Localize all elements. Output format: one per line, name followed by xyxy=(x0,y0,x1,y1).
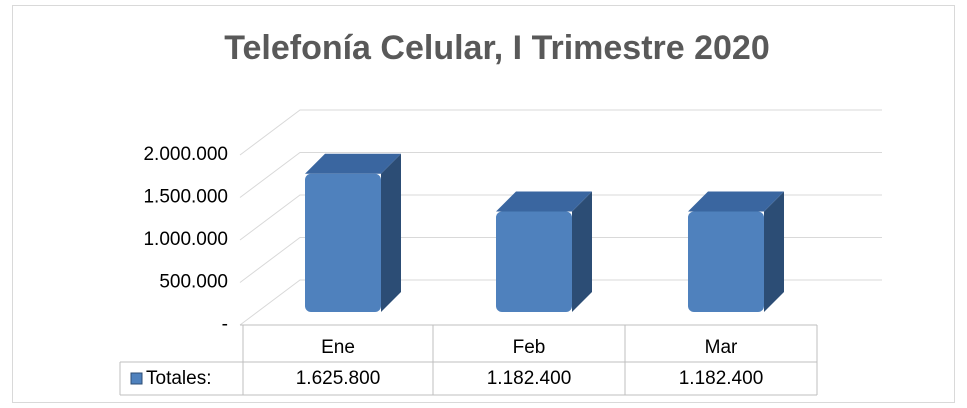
bar-side xyxy=(764,191,784,312)
y-tick-label: 2.000.000 xyxy=(143,144,228,165)
y-tick-label: 1.000.000 xyxy=(143,229,228,250)
grid-line xyxy=(239,109,882,156)
legend-label: Totales: xyxy=(146,368,211,389)
bar-side xyxy=(572,191,592,312)
bar-top xyxy=(688,191,784,212)
grid-line xyxy=(239,152,882,198)
y-tick-label: 500.000 xyxy=(159,272,228,293)
grid-line xyxy=(239,194,882,241)
x-tick-label: Mar xyxy=(705,337,738,358)
bar xyxy=(688,211,764,312)
bar-top xyxy=(496,191,592,212)
table-value: 1.625.800 xyxy=(296,368,381,389)
bar xyxy=(305,173,381,312)
bar-top xyxy=(305,153,401,174)
table-value: 1.182.400 xyxy=(679,368,764,389)
chart-title: Telefonía Celular, I Trimestre 2020 xyxy=(224,29,770,67)
y-tick-label: - xyxy=(222,314,228,335)
chart-frame xyxy=(12,5,955,403)
x-tick-label: Ene xyxy=(321,337,355,358)
bar-side xyxy=(381,153,401,312)
legend-key xyxy=(130,372,143,385)
x-tick-label: Feb xyxy=(513,337,546,358)
y-tick-label: 1.500.000 xyxy=(143,187,228,208)
table-value: 1.182.400 xyxy=(487,368,572,389)
bar xyxy=(496,211,572,312)
